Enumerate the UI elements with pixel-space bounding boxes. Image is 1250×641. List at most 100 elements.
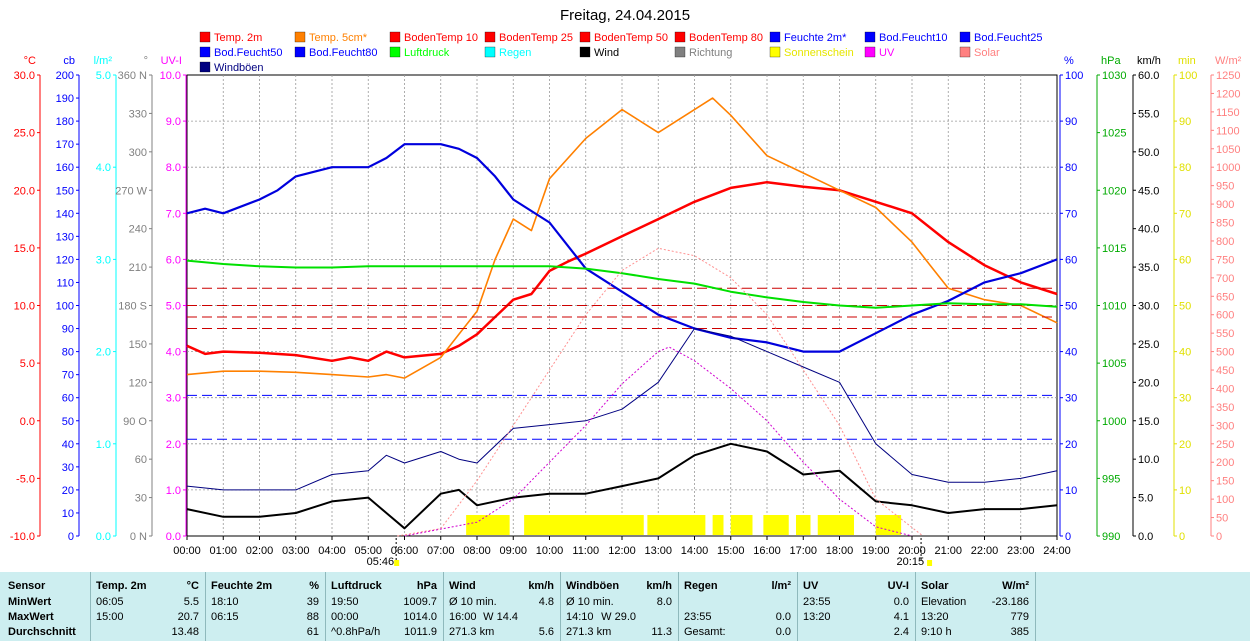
legend-label: BodenTemp 25: [499, 32, 573, 44]
axis-tick-label: 15.0: [1138, 416, 1159, 428]
sunshine-bar: [647, 515, 706, 535]
axis-tick-label: 10: [62, 508, 74, 520]
axis-tick-label: 50: [1216, 513, 1228, 525]
legend-label: Wind: [594, 47, 619, 59]
axis-tick-label: 80: [1065, 162, 1077, 174]
x-tick-label: 11:00: [572, 545, 599, 557]
legend-swatch: [864, 31, 876, 43]
sunshine-bar: [524, 515, 644, 535]
stats-row-label: MaxWert: [8, 611, 54, 623]
sunshine-bar: [730, 515, 753, 535]
axis-tick-label: 360 N: [118, 70, 147, 82]
axis-tick-label: 60: [135, 454, 147, 466]
axis-tick-label: 270 W: [115, 185, 147, 197]
x-tick-label: 19:00: [862, 545, 890, 557]
legend-label: Sonnenschein: [784, 47, 854, 59]
axis-unit-label: cb: [63, 55, 75, 67]
stats-time: Elevation: [921, 596, 967, 608]
axis-tick-label: 190: [56, 93, 74, 105]
stats-section: Feuchte 2m% 18:10 06:15 39 88 61: [205, 572, 326, 641]
stats-unit: °C: [186, 580, 199, 592]
axis-tick-label: 600: [1216, 310, 1234, 322]
axis-tick-label: 500: [1216, 347, 1234, 359]
axis-tick-label: 1200: [1216, 88, 1240, 100]
axis-unit-label: km/h: [1137, 55, 1161, 67]
axis-tick-label: 60: [1179, 254, 1191, 266]
x-tick-label: 10:00: [536, 545, 564, 557]
x-tick-label: 05:00: [354, 545, 382, 557]
axis-tick-label: 20: [1065, 439, 1077, 451]
stats-unit: %: [309, 580, 319, 592]
legend-swatch: [674, 46, 686, 58]
stats-mid: W 14.4: [483, 611, 518, 623]
axis-tick-label: 110: [56, 277, 74, 289]
legend-label: Temp. 5cm*: [309, 32, 368, 44]
stats-value: 20.7: [177, 611, 199, 623]
axis-tick-label: 90: [1065, 116, 1077, 128]
axis-tick-label: 2.0: [166, 439, 181, 451]
axis-tick-label: 450: [1216, 365, 1234, 377]
axis-tick-label: 0: [68, 531, 74, 543]
stats-section: Wind km/h Ø 10 min. 16:00 271.3 km W 14.4 4.8 5…: [443, 572, 561, 641]
sunshine-bar: [712, 515, 724, 535]
legend-swatch: [769, 46, 781, 58]
sunshine-bar: [466, 515, 510, 535]
axis-tick-label: 0.0: [20, 416, 35, 428]
x-tick-label: 00:00: [173, 545, 201, 557]
axis-tick-label: 3.0: [96, 254, 111, 266]
stats-time: 14:10: [566, 611, 594, 623]
axis-tick-label: 50: [1179, 301, 1191, 313]
stats-sensor-header: Sensor: [8, 580, 46, 592]
stats-value: 8.0: [656, 596, 672, 608]
x-tick-label: 09:00: [499, 545, 527, 557]
x-tick-label: 06:00: [391, 545, 419, 557]
axis-tick-label: 160: [56, 162, 74, 174]
legend-swatch: [199, 61, 211, 73]
weather-chart: Freitag, 24.04.2015 Temp. 2m Temp. 5cm* Bo…: [10, 7, 1242, 568]
axis-tick-label: 40.0: [1138, 224, 1159, 236]
axis-tick-label: 45.0: [1138, 185, 1159, 197]
stats-time: 13:20: [803, 611, 831, 623]
stats-time: ^0.8hPa/h: [331, 626, 381, 638]
axis-tick-label: 200: [56, 70, 74, 82]
axis-tick-label: 150: [129, 339, 147, 351]
axis-tick-label: 40: [62, 439, 74, 451]
chart-title: Freitag, 24.04.2015: [560, 7, 690, 24]
axis-tick-label: 1.0: [166, 485, 181, 497]
legend-swatch: [294, 31, 306, 43]
legend-swatch: [959, 46, 971, 58]
axis-tick-label: 120: [56, 254, 74, 266]
axis-tick-label: 4.0: [96, 162, 111, 174]
axis-tick-label: 180 S: [118, 301, 147, 313]
stats-value: 5.5: [183, 596, 199, 608]
axis-tick-label: 1050: [1216, 144, 1240, 156]
axis-tick-label: 1000: [1102, 416, 1126, 428]
stats-time: 15:00: [96, 611, 124, 623]
axis-tick-label: 1250: [1216, 70, 1240, 82]
legend-label: Richtung: [689, 47, 732, 59]
axis-tick-label: 15.0: [14, 243, 35, 255]
axis-tick-label: 30: [62, 462, 74, 474]
stats-value: 779: [1010, 611, 1029, 623]
axis-tick-label: -10.0: [10, 531, 35, 543]
stats-value: 2.4: [893, 626, 909, 638]
axis-tick-label: 1015: [1102, 243, 1126, 255]
legend-swatch: [864, 46, 876, 58]
stats-time: 271.3 km: [566, 626, 612, 638]
sunshine-bar: [817, 515, 854, 535]
axis-tick-label: 350: [1216, 402, 1234, 414]
axis-tick-label: 100: [56, 301, 74, 313]
axis-unit-label: W/m²: [1215, 55, 1242, 67]
axis-tick-label: 1150: [1216, 107, 1240, 119]
series-line-windb-en: [186, 328, 1058, 491]
stats-value: 1009.7: [403, 596, 437, 608]
axis-tick-label: 990: [1102, 531, 1120, 543]
x-tick-label: 16:00: [753, 545, 781, 557]
legend-label: Bod.Feucht50: [214, 47, 283, 59]
sunrise-marker: [394, 560, 400, 566]
axis-tick-label: 10: [1179, 485, 1191, 497]
axis-tick-label: 550: [1216, 328, 1234, 340]
axis-tick-label: 50: [1065, 301, 1077, 313]
stats-value: 61: [306, 626, 319, 638]
stats-section: Luftdruck hPa 19:50 00:00 ^0.8hPa/h 1009.7 101…: [325, 572, 444, 641]
